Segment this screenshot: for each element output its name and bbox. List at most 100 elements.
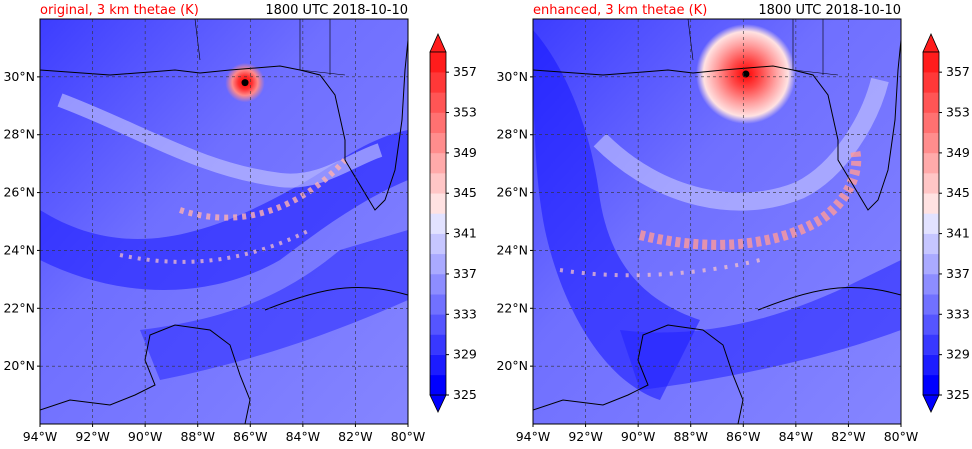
colorbar-segment <box>923 253 939 275</box>
lat-tick-label: 26°N <box>3 185 35 200</box>
lat-tick-label: 20°N <box>3 358 35 373</box>
colorbar-segment <box>430 173 446 194</box>
colorbar-tick-label: 337 <box>946 266 970 281</box>
lon-tick-label: 80°W <box>391 429 426 444</box>
colorbar-segment <box>923 213 939 234</box>
colorbar-segment <box>430 152 446 174</box>
colorbar-tick-label: 333 <box>453 306 477 321</box>
colorbar-tick-label: 349 <box>453 145 477 160</box>
colorbar-tick-label: 345 <box>453 185 477 200</box>
colorbar-segment <box>923 152 939 174</box>
lon-tick-label: 92°W <box>568 429 603 444</box>
dry-band <box>140 230 408 380</box>
lat-tick-labels: 20°N 22°N 24°N 26°N 28°N 30°N <box>3 69 40 373</box>
gridlines <box>533 19 901 424</box>
colorbar-segment <box>923 354 939 376</box>
colorbar-segment <box>430 253 446 275</box>
lon-tick-label: 88°W <box>180 429 215 444</box>
lon-tick-label: 86°W <box>233 429 268 444</box>
colorbar-segment <box>430 193 446 214</box>
lat-tick-labels: 20°N 22°N 24°N 26°N 28°N 30°N <box>496 69 533 373</box>
colorbar-extend-low <box>429 394 447 413</box>
colorbar-extend-low <box>922 394 940 413</box>
colorbar-tick-label: 341 <box>946 226 970 241</box>
rainband <box>638 148 862 250</box>
panel-title-right: 1800 UTC 2018-10-10 <box>265 3 408 18</box>
lat-tick-label: 24°N <box>3 242 35 257</box>
lon-tick-label: 94°W <box>23 429 58 444</box>
dry-band <box>533 30 700 400</box>
lon-tick-label: 86°W <box>726 429 761 444</box>
lat-tick-label: 26°N <box>496 185 528 200</box>
map-frame <box>39 18 409 425</box>
lon-tick-label: 84°W <box>779 429 814 444</box>
coastline-mexico <box>40 324 251 424</box>
colorbar-frame <box>429 51 447 396</box>
colorbar-tick-label: 357 <box>946 64 970 79</box>
storm-center-marker <box>742 70 750 78</box>
colorbar-segment <box>430 52 446 73</box>
lon-tick-label: 94°W <box>516 429 551 444</box>
coastline-us <box>533 39 901 211</box>
lon-tick-label: 90°W <box>128 429 163 444</box>
lat-tick-label: 24°N <box>496 242 528 257</box>
colorbar-tick-label: 353 <box>453 105 477 120</box>
colorbar-segment <box>923 112 939 134</box>
colorbar-segment <box>430 294 446 315</box>
colorbar-tick-label: 325 <box>453 387 477 402</box>
colorbar: 325 329 333 337 341 345 349 353 357 <box>429 33 477 413</box>
lon-tick-label: 90°W <box>621 429 656 444</box>
dry-band <box>40 130 408 290</box>
colorbar-tick-label: 357 <box>453 64 477 79</box>
colorbar-segment <box>430 213 446 234</box>
coastline-cuba <box>757 287 901 311</box>
colorbar-tick-label: 353 <box>946 105 970 120</box>
colorbar-segment <box>430 92 446 113</box>
colorbar-segment <box>430 273 446 295</box>
colorbar-segment <box>430 132 446 154</box>
colorbar-tick-label: 337 <box>453 266 477 281</box>
colorbar-segment <box>923 173 939 194</box>
coastline-cuba <box>264 287 408 311</box>
colorbar-segment <box>923 193 939 214</box>
colorbar-segment <box>430 233 446 255</box>
colorbar-tick-label: 329 <box>453 347 477 362</box>
colorbar-tick-label: 333 <box>946 306 970 321</box>
lat-tick-label: 30°N <box>496 69 528 84</box>
lat-tick-label: 22°N <box>496 300 528 315</box>
moist-band <box>57 93 383 188</box>
colorbar-segment <box>430 374 446 396</box>
lon-tick-label: 84°W <box>286 429 321 444</box>
lon-tick-label: 92°W <box>75 429 110 444</box>
colorbar-segment <box>923 273 939 295</box>
lon-tick-label: 80°W <box>884 429 919 444</box>
map-area[interactable] <box>533 19 901 424</box>
colorbar-segment <box>923 294 939 315</box>
lon-tick-labels: 94°W 92°W 90°W 88°W 86°W 84°W 82°W 80°W <box>23 424 426 444</box>
map-area[interactable] <box>40 19 408 424</box>
colorbar-segment <box>430 334 446 355</box>
colorbar-tick-label: 345 <box>946 185 970 200</box>
colorbar-segment <box>923 72 939 93</box>
gridlines <box>40 19 408 424</box>
lon-tick-label: 82°W <box>338 429 373 444</box>
lat-tick-label: 28°N <box>496 127 528 142</box>
lat-tick-label: 28°N <box>3 127 35 142</box>
rainband <box>559 258 761 278</box>
lat-tick-label: 20°N <box>496 358 528 373</box>
moist-band <box>593 77 889 211</box>
map-frame <box>532 18 902 425</box>
colorbar-segment <box>430 72 446 93</box>
lon-tick-label: 82°W <box>831 429 866 444</box>
coastline-mexico <box>533 324 744 424</box>
storm-center-marker <box>241 79 249 87</box>
colorbar-segment <box>923 52 939 73</box>
colorbar-segment <box>430 112 446 134</box>
lat-tick-label: 30°N <box>3 69 35 84</box>
colorbar-frame <box>922 51 940 396</box>
colorbar-segment <box>923 233 939 255</box>
colorbar-segment <box>430 314 446 335</box>
colorbar-tick-label: 349 <box>946 145 970 160</box>
colorbar-tick-label: 329 <box>946 347 970 362</box>
